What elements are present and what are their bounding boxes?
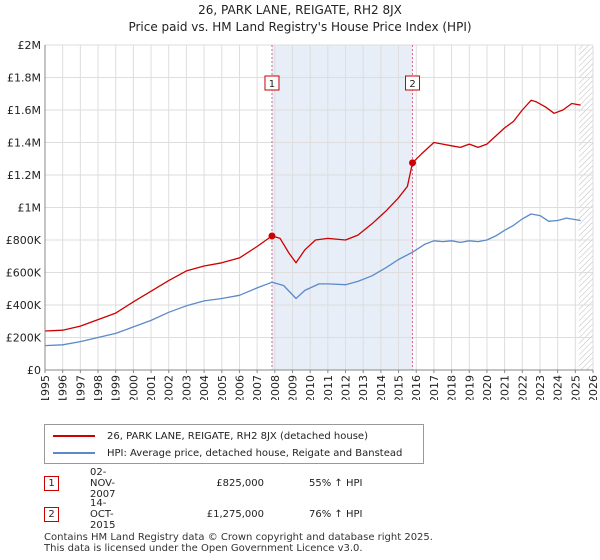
transaction-row: 1 02-NOV-2007 £825,000 55% ↑ HPI — [44, 467, 362, 500]
x-tick-label: 2001 — [145, 375, 158, 400]
transaction-hpi-change: 76% ↑ HPI — [309, 508, 363, 520]
x-tick-label: 2017 — [428, 375, 441, 400]
annotation-box — [405, 75, 421, 91]
y-tick-label: £1.2M — [7, 169, 41, 182]
price-chart: 1 2 £0 £200K £400K £600K £800K £1M £1.2M £1.4M £1.… — [6, 39, 600, 400]
x-tick-label: 1998 — [92, 375, 105, 400]
y-tick-label: £0 — [27, 364, 41, 377]
legend-label-property: 26, PARK LANE, REIGATE, RH2 8JX (detache… — [107, 430, 368, 442]
x-tick-label: 2005 — [216, 375, 229, 400]
x-tick-label: 2006 — [233, 375, 246, 400]
x-tick-label: 1997 — [74, 375, 87, 400]
transaction-price: £825,000 — [216, 477, 264, 489]
y-tick-label: £200K — [6, 332, 42, 345]
x-tick-label: 2015 — [393, 375, 406, 400]
x-tick-label: 2024 — [552, 375, 565, 400]
legend-swatch-property — [53, 435, 95, 437]
x-tick-label: 2016 — [410, 375, 423, 400]
x-tick-label: 2009 — [286, 375, 299, 400]
x-tick-label: 2026 — [587, 375, 600, 400]
y-tick-label: £400K — [6, 299, 42, 312]
sale-point — [268, 232, 276, 240]
x-tick-label: 1996 — [57, 375, 70, 400]
y-tick-label: £1.4M — [7, 137, 41, 150]
series-line-hpi — [44, 213, 581, 347]
annotation-label: 1 — [269, 79, 275, 90]
x-tick-label: 2014 — [375, 375, 388, 400]
x-tick-label: 2025 — [569, 375, 582, 400]
x-tick-label: 1999 — [110, 375, 123, 400]
chart-title: 26, PARK LANE, REIGATE, RH2 8JX — [198, 3, 402, 17]
x-tick-label: 1995 — [39, 375, 52, 400]
y-tick-label: £800K — [6, 234, 42, 247]
x-tick-label: 2023 — [534, 375, 547, 400]
y-tick-label: £2M — [18, 39, 42, 52]
y-tick-label: £600K — [6, 267, 42, 280]
transaction-date: 14-OCT-2015 — [90, 497, 116, 531]
legend-swatch-hpi — [53, 452, 95, 454]
x-tick-label: 2010 — [304, 375, 317, 400]
x-tick-label: 2012 — [340, 375, 353, 400]
y-tick-label: £1.8M — [7, 72, 41, 85]
x-tick-label: 2000 — [127, 375, 140, 400]
transaction-badge: 1 — [44, 475, 59, 491]
x-tick-label: 2020 — [481, 375, 494, 400]
x-tick-label: 2019 — [463, 375, 476, 400]
legend-item-property: 26, PARK LANE, REIGATE, RH2 8JX (detache… — [53, 429, 368, 443]
transaction-row: 2 14-OCT-2015 £1,275,000 76% ↑ HPI — [44, 498, 362, 531]
legend: 26, PARK LANE, REIGATE, RH2 8JX (detache… — [44, 424, 424, 464]
transaction-price: £1,275,000 — [206, 508, 264, 520]
legend-item-hpi: HPI: Average price, detached house, Reig… — [53, 446, 402, 460]
y-tick-label: £1M — [18, 202, 42, 215]
transaction-date: 02-NOV-2007 — [90, 466, 116, 500]
chart-subtitle: Price paid vs. HM Land Registry's House … — [128, 20, 472, 34]
sale-point — [409, 159, 417, 167]
x-tick-label: 2011 — [322, 375, 335, 400]
x-tick-label: 2007 — [251, 375, 264, 400]
x-tick-label: 2004 — [198, 375, 211, 400]
footer-copyright: Contains HM Land Registry data © Crown c… — [44, 532, 433, 543]
x-tick-label: 2003 — [180, 375, 193, 400]
x-tick-label: 2008 — [269, 375, 282, 400]
legend-label-hpi: HPI: Average price, detached house, Reig… — [107, 447, 403, 459]
series-line-property — [44, 99, 581, 332]
x-tick-label: 2013 — [357, 375, 370, 400]
annotation-box — [264, 75, 280, 91]
footer-licence: This data is licensed under the Open Gov… — [44, 543, 363, 554]
x-tick-label: 2018 — [446, 375, 459, 400]
annotation-label: 2 — [409, 79, 415, 90]
x-tick-label: 2022 — [516, 375, 529, 400]
x-tick-label: 2021 — [499, 375, 512, 400]
y-tick-label: £1.6M — [7, 104, 41, 117]
x-tick-label: 2002 — [163, 375, 176, 400]
transaction-badge: 2 — [44, 506, 59, 522]
transaction-hpi-change: 55% ↑ HPI — [309, 477, 363, 489]
